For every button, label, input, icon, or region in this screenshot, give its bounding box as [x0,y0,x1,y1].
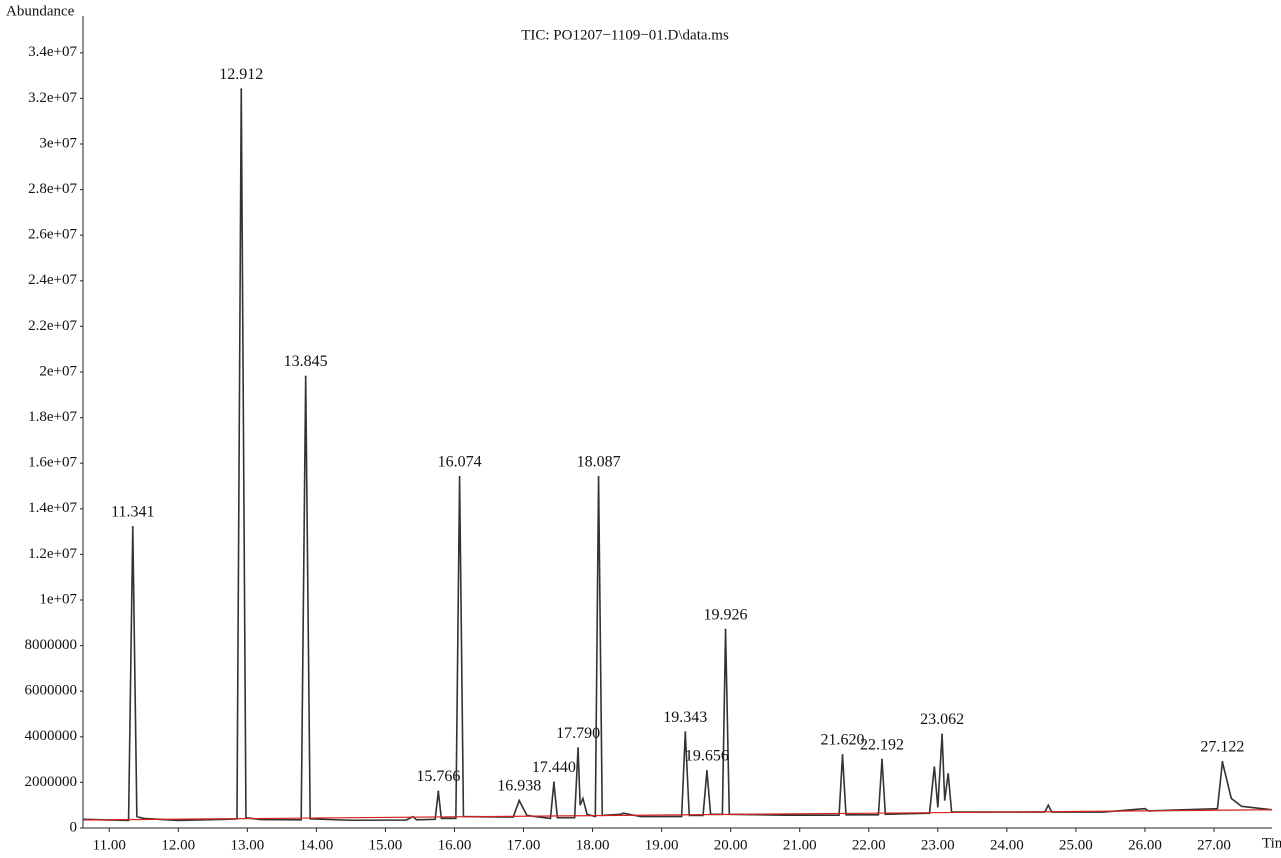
x-tick-label: 27.00 [1197,837,1231,853]
x-tick-label: 20.00 [714,837,748,853]
peak-apex [724,628,727,631]
x-tick-label: 15.00 [369,837,403,853]
peak-apex [881,758,884,761]
peak-apex [941,733,944,736]
y-tick-label: 0 [70,819,78,835]
x-tick-label: 12.00 [161,837,195,853]
x-tick-label: 26.00 [1128,837,1162,853]
y-tick-label: 3.2e+07 [28,90,77,106]
peak-apex [705,770,708,772]
peak-label: 21.620 [821,732,865,749]
y-tick-label: 2e+07 [39,363,77,379]
y-tick-label: 1.2e+07 [28,546,77,562]
y-tick-label: 2.2e+07 [28,318,77,334]
x-tick-label: 24.00 [990,837,1024,853]
x-tick-label: 21.00 [783,837,817,853]
peak-label: 23.062 [920,711,964,728]
peak-label: 16.074 [438,454,482,471]
y-tick-label: 3e+07 [39,135,77,151]
y-tick-label: 3.4e+07 [28,44,77,60]
peak-label: 13.845 [284,353,328,370]
x-tick-label: 11.00 [93,837,126,853]
x-tick-label: 18.00 [576,837,610,853]
peak-label: 17.440 [532,759,576,776]
peak-label: 18.087 [577,454,621,471]
y-tick-label: 8000000 [25,637,78,653]
peak-label: 22.192 [860,736,904,753]
x-tick-label: 13.00 [230,837,264,853]
peak-label: 16.938 [497,777,541,794]
peak-label: 19.926 [704,606,748,623]
y-tick-label: 4000000 [25,728,78,744]
y-axis-label: Abundance [6,3,75,19]
peak-apex [518,799,521,802]
peak-apex [684,731,687,734]
peak-apex [577,747,580,750]
peak-apex [437,790,440,793]
x-tick-label: 23.00 [921,837,955,853]
y-tick-label: 1e+07 [39,591,77,607]
peak-apex [304,375,307,378]
peak-apex [240,88,243,91]
x-axis-label: Time [1262,835,1281,851]
x-tick-label: 16.00 [438,837,472,853]
y-tick-label: 2.6e+07 [28,227,77,243]
peak-apex [131,526,134,529]
peak-label: 17.790 [556,725,600,742]
y-tick-label: 2.4e+07 [28,272,77,288]
peak-apex [1221,760,1224,763]
peak-label: 12.912 [219,66,263,83]
peak-label: 19.343 [663,709,707,726]
peak-apex [597,475,600,478]
x-tick-label: 14.00 [300,837,334,853]
y-tick-label: 1.6e+07 [28,455,77,471]
x-tick-label: 17.00 [507,837,541,853]
x-tick-label: 22.00 [852,837,886,853]
peak-apex [552,781,555,784]
peak-label: 11.341 [111,504,154,521]
peak-label: 19.656 [685,748,729,765]
baseline [82,809,1273,821]
x-tick-label: 25.00 [1059,837,1093,853]
chart-title: TIC: PO1207−1109−01.D\data.ms [521,27,729,43]
x-tick-label: 19.00 [645,837,679,853]
peak-apex [841,754,844,757]
y-tick-label: 2.8e+07 [28,181,77,197]
peak-apex [458,475,461,478]
y-tick-label: 2000000 [25,774,78,790]
peak-label: 15.766 [416,768,460,785]
y-tick-label: 1.4e+07 [28,500,77,516]
y-tick-label: 6000000 [25,683,78,699]
peak-label: 27.122 [1200,739,1244,756]
y-tick-label: 1.8e+07 [28,409,77,425]
